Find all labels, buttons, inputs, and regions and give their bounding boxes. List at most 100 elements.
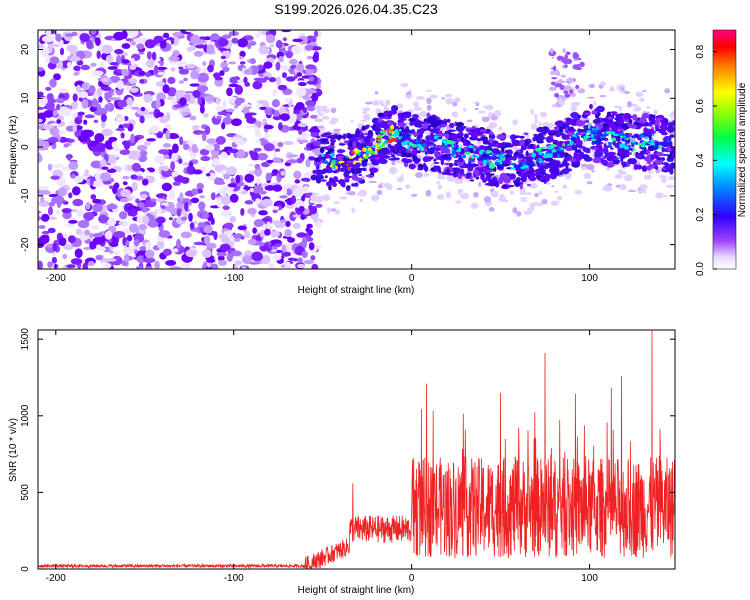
spectrogram-cell xyxy=(306,223,313,229)
spectrogram-cell xyxy=(135,175,144,181)
spectrogram-cell xyxy=(613,105,620,109)
spectrogram-cell xyxy=(125,241,130,247)
spectrogram-cell xyxy=(296,232,307,238)
spectrogram-cell xyxy=(101,128,113,137)
spectrogram-cell xyxy=(638,97,645,102)
spectrogram-cell xyxy=(457,152,461,155)
spectrogram-cell xyxy=(217,255,225,262)
spectrogram-cell xyxy=(263,124,274,130)
spectrogram-cell xyxy=(222,205,230,211)
spectrogram-cell xyxy=(215,106,226,112)
spectrogram-cell xyxy=(363,136,371,144)
spectrogram-cell xyxy=(522,156,531,160)
spectrogram-cell xyxy=(178,158,183,164)
spectrogram-cell xyxy=(304,44,314,51)
colorbar-tick-label: 0.6 xyxy=(695,99,706,113)
y-tick-label: 0 xyxy=(20,566,31,572)
spectrogram-cell xyxy=(171,135,180,139)
spectrogram-cell xyxy=(377,112,385,118)
spectrogram-cell xyxy=(109,62,119,66)
spectrogram-core-cell xyxy=(607,141,613,146)
spectrogram-cell xyxy=(425,135,432,141)
spectrogram-cell xyxy=(442,121,447,125)
y-tick-label: 1000 xyxy=(20,404,31,427)
spectrogram-cell xyxy=(528,169,535,174)
spectrogram-cell xyxy=(320,133,327,138)
spectrogram-core-cell xyxy=(412,144,417,148)
spectrogram-cell xyxy=(203,113,209,118)
spectrogram-cell xyxy=(189,115,197,121)
spectrogram-cell xyxy=(48,201,55,207)
spectrogram-cell xyxy=(226,87,233,97)
spectrogram-cell xyxy=(49,56,60,65)
spectrogram-cell xyxy=(375,159,380,164)
spectrogram-core-cell xyxy=(421,143,427,148)
spectrogram-cell xyxy=(656,156,662,161)
spectrogram-cell xyxy=(270,248,278,253)
spectrogram-cell xyxy=(201,248,212,258)
spectrogram-cell xyxy=(272,89,278,97)
spectrogram-cell xyxy=(568,78,573,82)
spectrogram-cell xyxy=(277,141,284,148)
spectrogram-cell xyxy=(301,250,308,259)
spectrogram-cell xyxy=(138,223,148,231)
spectrogram-cell xyxy=(281,72,287,79)
spectrogram-core-cell xyxy=(531,162,535,165)
spectrogram-cell xyxy=(606,166,610,171)
spectrogram-cell xyxy=(646,165,652,171)
spectrogram-cell xyxy=(606,111,611,117)
spectrogram-cell xyxy=(432,130,441,134)
spectrogram-cell xyxy=(525,150,529,157)
spectrogram-cell xyxy=(445,191,452,199)
spectrogram-cell xyxy=(71,31,78,37)
spectrogram-cell xyxy=(491,176,498,182)
spectrogram-cell xyxy=(47,216,58,220)
spectrogram-cell xyxy=(396,103,404,109)
spectrogram-cell xyxy=(46,93,54,101)
spectrogram-cell xyxy=(570,105,578,113)
spectrogram-cell xyxy=(270,239,282,244)
spectrogram-core-cell xyxy=(388,136,393,139)
spectrogram-cell xyxy=(275,76,281,87)
spectrogram-cell xyxy=(156,92,166,102)
spectrogram-core-cell xyxy=(479,149,486,152)
spectrogram-cell xyxy=(463,133,469,139)
spectrogram-cell xyxy=(613,126,620,130)
spectrogram-core-cell xyxy=(377,134,383,139)
spectrogram-cell xyxy=(516,210,522,217)
spectrogram-cell xyxy=(144,249,155,259)
spectrogram-cell xyxy=(469,179,475,182)
spectrogram-cell xyxy=(426,104,432,111)
spectrogram-cell xyxy=(596,143,601,149)
spectrogram-core-cell xyxy=(522,164,529,169)
spectrogram-cell xyxy=(377,119,383,123)
spectrogram-cell xyxy=(315,136,321,139)
spectrogram-cell xyxy=(144,241,152,249)
spectrogram-cell xyxy=(261,217,271,222)
spectrogram-cell xyxy=(95,254,103,261)
spectrogram-cell xyxy=(73,65,81,72)
spectrogram-cell xyxy=(534,118,538,124)
spectrogram-cell xyxy=(179,192,184,202)
spectrogram-core-cell xyxy=(397,136,402,140)
spectrogram-core-cell xyxy=(535,147,542,152)
spectrogram-cell xyxy=(106,168,117,174)
spectrogram-cell xyxy=(81,82,89,90)
spectrogram-cell xyxy=(214,76,224,81)
spectrogram-cell xyxy=(115,116,125,123)
spectrogram-cell xyxy=(475,176,480,180)
spectrogram-cell xyxy=(330,138,335,143)
spectrogram-cell xyxy=(455,125,465,132)
spectrogram-cell xyxy=(216,198,222,208)
spectrogram-cell xyxy=(200,155,211,162)
spectrogram-cell xyxy=(603,184,611,192)
spectrogram-cell xyxy=(134,170,144,176)
spectrogram-cell xyxy=(168,217,173,221)
spectrogram-cell xyxy=(90,194,97,200)
spectrogram-cell xyxy=(91,180,104,188)
spectrogram-cell xyxy=(157,71,166,76)
colorbar: 0.0 0.2 0.4 0.6 0.8 Normalized spectral ampl… xyxy=(695,29,748,276)
spectrogram-cell xyxy=(285,204,295,209)
spectrogram-cell xyxy=(130,106,140,110)
spectrogram-cell xyxy=(446,118,451,123)
